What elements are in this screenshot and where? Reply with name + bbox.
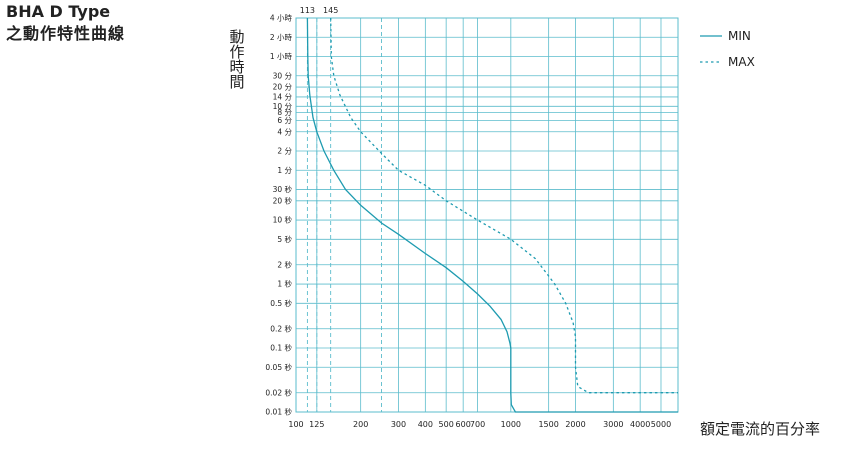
- series-group: [306, 17, 678, 413]
- y-ticks: 4 小時 2 小時 1 小時 30 分 20 分14 分10 分8 分6 分 4 分 2 分…: [265, 14, 292, 417]
- y-tick-label: 2 小時: [270, 33, 293, 42]
- y-tick-label: 4 小時: [270, 14, 293, 23]
- y-tick-label: 1 秒: [277, 279, 292, 289]
- y-tick-label: 0.1 秒: [270, 343, 292, 353]
- y-tick-label: 0.5 秒: [270, 298, 292, 308]
- series-line-max: [330, 17, 678, 394]
- top-annotations: 113 145: [300, 6, 339, 15]
- series-line-min: [306, 17, 678, 413]
- x-tick-label: 500: [439, 420, 454, 429]
- x-tick-label: 200: [353, 420, 368, 429]
- top-annotation-label: 145: [323, 6, 338, 15]
- reference-lines: [306, 18, 382, 412]
- y-tick-label: 0.01 秒: [265, 407, 292, 417]
- x-tick-label: 600: [456, 420, 471, 429]
- y-tick-label: 5 秒: [277, 234, 292, 244]
- legend-label-min: MIN: [728, 29, 751, 43]
- x-tick-label: 1000: [501, 420, 521, 429]
- x-tick-label: 2000: [565, 420, 585, 429]
- y-tick-label: 8 分: [277, 108, 292, 117]
- x-tick-label: 300: [391, 420, 406, 429]
- x-tick-label: 4000: [630, 420, 650, 429]
- x-ticks: 100 125 200 300 400 500 600 700 1000 1500 2000 3000…: [288, 420, 671, 429]
- plot-frame: [295, 17, 679, 413]
- y-tick-label: 10 秒: [273, 215, 293, 225]
- chart-subtitle: 之動作特性曲線: [6, 24, 126, 43]
- y-tick-label: 6 分: [277, 116, 292, 125]
- y-tick-label: 0.02 秒: [265, 387, 292, 397]
- y-tick-label: 1 小時: [270, 52, 293, 61]
- x-tick-label: 100: [288, 420, 303, 429]
- chart-title: BHA D Type: [6, 2, 111, 21]
- y-tick-label: 0.05 秒: [265, 362, 292, 372]
- y-tick-label: 4 分: [277, 127, 292, 136]
- y-tick-label: 2 分: [277, 147, 292, 156]
- y-tick-label: 30 分: [273, 71, 293, 80]
- y-tick-label: 14 分: [273, 93, 293, 102]
- top-annotation-label: 113: [300, 6, 315, 15]
- x-axis-label: 額定電流的百分率: [700, 420, 821, 438]
- grid: [295, 17, 679, 413]
- y-tick-label: 2 秒: [277, 259, 292, 269]
- x-tick-label: 700: [470, 420, 485, 429]
- legend-label-max: MAX: [728, 55, 755, 69]
- y-tick-label: 1 分: [277, 166, 292, 175]
- y-tick-label: 10 分: [273, 102, 293, 111]
- y-tick-label: 0.2 秒: [270, 323, 292, 333]
- y-tick-label: 20 秒: [273, 195, 293, 205]
- x-tick-label: 5000: [651, 420, 671, 429]
- x-tick-label: 400: [418, 420, 433, 429]
- legend: MIN MAX: [700, 29, 755, 69]
- y-axis-label: 動作時間: [229, 28, 245, 91]
- y-tick-label: 30 秒: [273, 184, 293, 194]
- x-tick-label: 1500: [538, 420, 558, 429]
- y-tick-label: 20 分: [273, 83, 293, 92]
- x-tick-label: 3000: [603, 420, 623, 429]
- x-tick-label: 125: [309, 420, 324, 429]
